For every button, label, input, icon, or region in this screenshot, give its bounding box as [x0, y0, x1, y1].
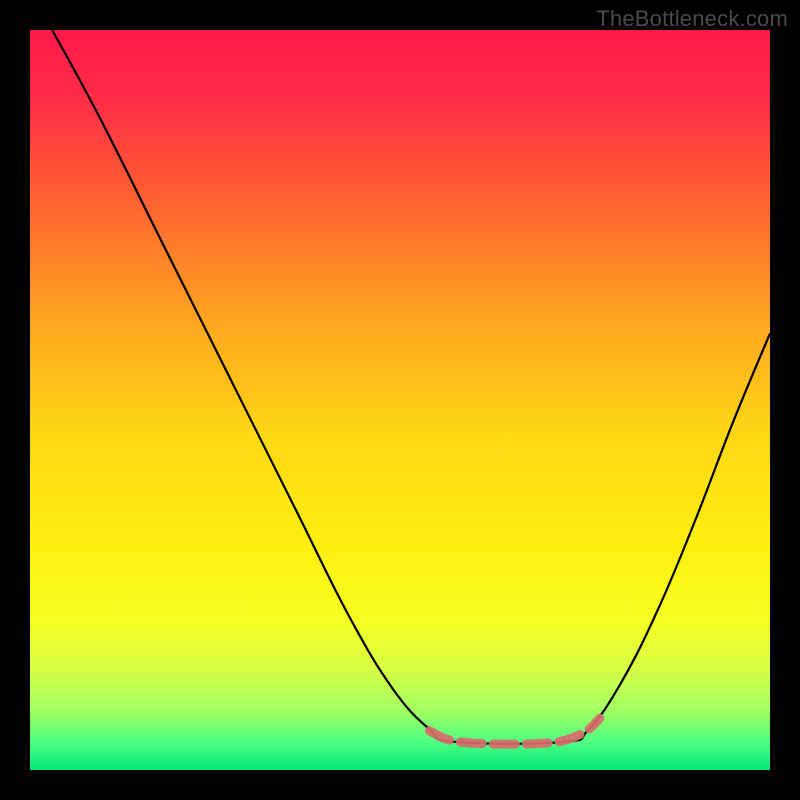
bottleneck-chart: [0, 0, 800, 800]
watermark-text: TheBottleneck.com: [596, 6, 788, 32]
root-container: TheBottleneck.com: [0, 0, 800, 800]
plot-background: [30, 30, 770, 770]
